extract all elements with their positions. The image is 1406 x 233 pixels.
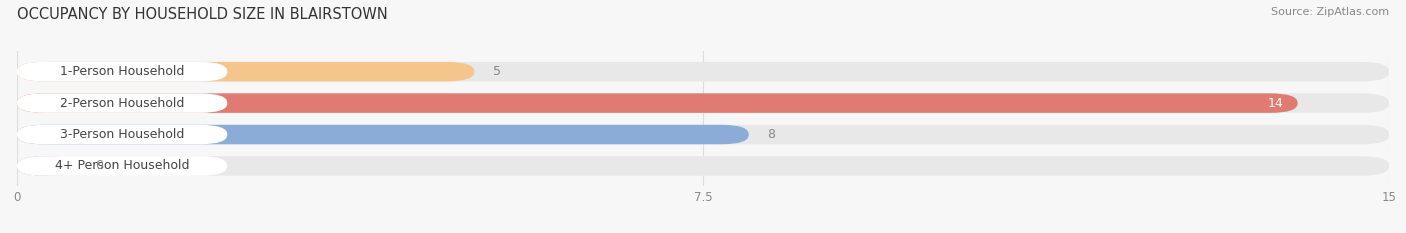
Text: 0: 0 — [96, 159, 104, 172]
Text: 14: 14 — [1268, 97, 1284, 110]
Text: 5: 5 — [492, 65, 501, 78]
FancyBboxPatch shape — [17, 156, 228, 176]
Text: Source: ZipAtlas.com: Source: ZipAtlas.com — [1271, 7, 1389, 17]
Text: 2-Person Household: 2-Person Household — [60, 97, 184, 110]
FancyBboxPatch shape — [17, 125, 228, 144]
FancyBboxPatch shape — [17, 62, 474, 81]
Text: OCCUPANCY BY HOUSEHOLD SIZE IN BLAIRSTOWN: OCCUPANCY BY HOUSEHOLD SIZE IN BLAIRSTOW… — [17, 7, 388, 22]
Text: 3-Person Household: 3-Person Household — [60, 128, 184, 141]
FancyBboxPatch shape — [17, 156, 1389, 176]
Text: 4+ Person Household: 4+ Person Household — [55, 159, 190, 172]
FancyBboxPatch shape — [17, 156, 77, 176]
Text: 1-Person Household: 1-Person Household — [60, 65, 184, 78]
FancyBboxPatch shape — [17, 93, 228, 113]
FancyBboxPatch shape — [17, 125, 749, 144]
FancyBboxPatch shape — [17, 93, 1389, 113]
FancyBboxPatch shape — [17, 125, 1389, 144]
FancyBboxPatch shape — [17, 62, 1389, 81]
Text: 8: 8 — [768, 128, 775, 141]
FancyBboxPatch shape — [17, 93, 1298, 113]
FancyBboxPatch shape — [17, 62, 228, 81]
